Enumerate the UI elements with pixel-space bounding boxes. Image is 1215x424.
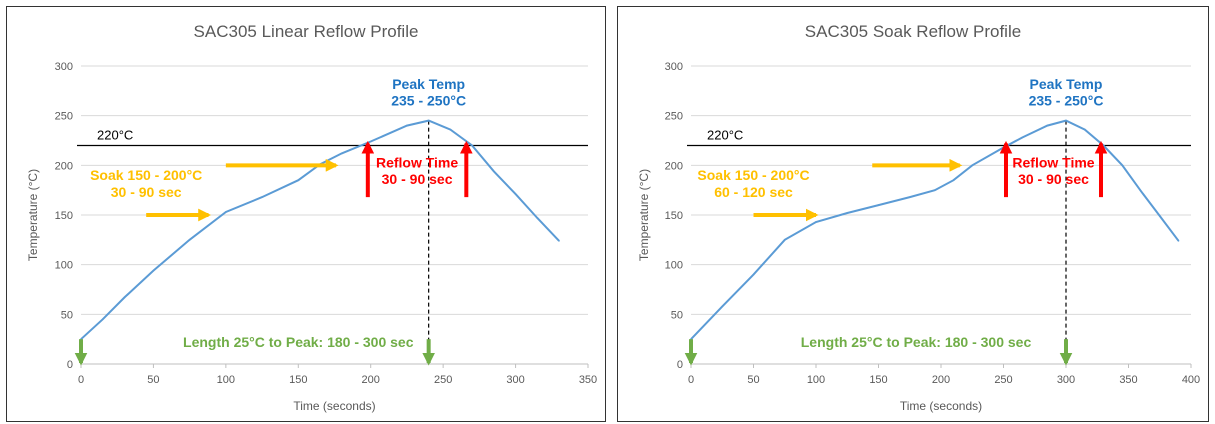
- liquidus-label: 220°C: [707, 127, 743, 142]
- soak-profile-svg: SAC305 Soak Reflow Profile 0 50 100 150 200 25…: [637, 22, 1200, 413]
- y-tick-label: 100: [665, 260, 683, 272]
- y-tick-label: 50: [671, 309, 683, 321]
- data-point: [1177, 240, 1180, 242]
- peak-label-line2: 235 - 250°C: [1029, 93, 1104, 109]
- x-tick-label: 150: [289, 374, 307, 386]
- y-tick-label: 150: [665, 210, 683, 222]
- y-tick-label: 300: [665, 61, 683, 73]
- data-point: [188, 239, 191, 241]
- x-tick-label: 250: [994, 374, 1012, 386]
- y-tick-label: 0: [67, 359, 73, 371]
- soak-label-line1: Soak 150 - 200°C: [697, 167, 809, 183]
- soak-label-line2: 60 - 120 sec: [714, 184, 793, 200]
- linear-profile-svg: SAC305 Linear Reflow Profile 0 50 100 150 200…: [26, 22, 597, 413]
- temperature-series-line: [690, 119, 1180, 340]
- chart-title: SAC305 Linear Reflow Profile: [194, 22, 419, 41]
- x-tick-label: 300: [1057, 374, 1075, 386]
- x-tick-label: 200: [932, 374, 950, 386]
- data-point: [493, 170, 495, 173]
- data-point: [783, 239, 786, 241]
- data-point: [152, 269, 155, 272]
- x-tick-label: 150: [869, 374, 887, 386]
- x-tick-label: 400: [1182, 374, 1200, 386]
- reflow-label-line2: 30 - 90 sec: [1018, 171, 1089, 187]
- reflow-label-line1: Reflow Time: [376, 154, 458, 170]
- data-point: [536, 217, 539, 219]
- x-tick-label: 50: [147, 374, 159, 386]
- data-point: [514, 193, 517, 195]
- data-point: [297, 179, 300, 182]
- y-tick-label: 0: [677, 359, 683, 371]
- y-tick-label: 300: [55, 61, 73, 73]
- y-tick-label: 250: [665, 111, 683, 123]
- soak-profile-chart: SAC305 Soak Reflow Profile 0 50 100 150 200 25…: [617, 6, 1209, 422]
- peak-label-line2: 235 - 250°C: [391, 93, 466, 109]
- x-tick-label: 250: [434, 374, 452, 386]
- linear-profile-chart: SAC305 Linear Reflow Profile 0 50 100 150 200…: [6, 6, 606, 422]
- data-point: [406, 124, 408, 127]
- y-tick-label: 200: [55, 160, 73, 172]
- data-point: [971, 164, 974, 167]
- y-tick-label: 250: [55, 111, 73, 123]
- y-tick-label: 100: [55, 260, 73, 272]
- data-point: [908, 196, 911, 198]
- soak-label-line1: Soak 150 - 200°C: [90, 167, 202, 183]
- x-tick-label: 350: [1119, 374, 1137, 386]
- data-point: [933, 189, 936, 191]
- y-axis-title: Temperature (°C): [26, 169, 40, 261]
- liquidus-label: 220°C: [97, 127, 133, 142]
- x-tick-label: 200: [362, 374, 380, 386]
- data-point: [369, 140, 372, 143]
- data-point: [471, 144, 473, 147]
- soak-label-line2: 30 - 90 sec: [111, 184, 182, 200]
- data-point: [123, 296, 126, 299]
- x-tick-label: 0: [688, 374, 694, 386]
- x-tick-label: 300: [506, 374, 524, 386]
- reflow-label-line1: Reflow Time: [1012, 154, 1094, 170]
- data-point: [877, 204, 880, 206]
- data-point: [952, 179, 955, 182]
- x-tick-label: 100: [807, 374, 825, 386]
- data-point: [752, 273, 755, 276]
- y-tick-label: 150: [55, 210, 73, 222]
- data-point: [1021, 136, 1024, 139]
- x-tick-label: 0: [78, 374, 84, 386]
- data-point: [1065, 119, 1067, 122]
- reflow-label-line2: 30 - 90 sec: [382, 171, 453, 187]
- data-point: [1083, 128, 1086, 131]
- data-point: [721, 305, 724, 308]
- x-tick-label: 350: [579, 374, 597, 386]
- length-label: Length 25°C to Peak: 180 - 300 sec: [801, 334, 1032, 350]
- data-point: [1046, 124, 1049, 127]
- data-point: [558, 240, 560, 242]
- data-point: [1158, 215, 1161, 217]
- data-point: [449, 128, 452, 131]
- y-tick-label: 50: [61, 309, 73, 321]
- y-tick-label: 200: [665, 160, 683, 172]
- x-tick-label: 100: [217, 374, 235, 386]
- x-axis-title: Time (seconds): [293, 399, 375, 413]
- chart-title: SAC305 Soak Reflow Profile: [805, 22, 1021, 41]
- data-point: [1140, 190, 1142, 192]
- data-point: [101, 318, 104, 321]
- peak-label-line1: Peak Temp: [392, 76, 465, 92]
- data-point: [225, 211, 227, 213]
- data-point: [846, 212, 849, 214]
- data-point: [1121, 164, 1124, 167]
- data-point: [427, 119, 430, 122]
- data-point: [261, 196, 263, 198]
- x-tick-label: 50: [747, 374, 759, 386]
- length-label: Length 25°C to Peak: 180 - 300 sec: [183, 334, 414, 350]
- peak-label-line1: Peak Temp: [1030, 76, 1103, 92]
- temperature-series-line: [80, 119, 560, 340]
- y-axis-title: Temperature (°C): [637, 169, 651, 261]
- data-point: [815, 221, 817, 223]
- x-axis-title: Time (seconds): [900, 399, 982, 413]
- data-point: [340, 152, 343, 155]
